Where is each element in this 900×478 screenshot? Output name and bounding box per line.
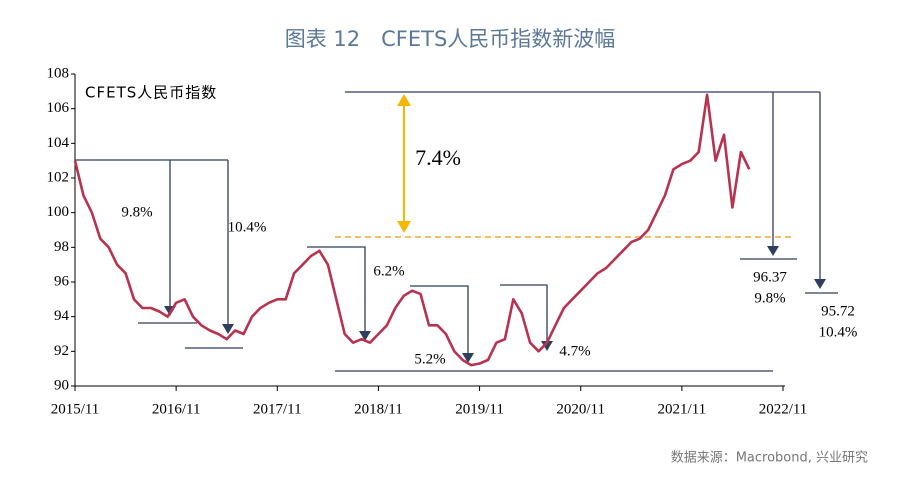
- annotation: 6.2%: [373, 263, 404, 279]
- y-tick-label: 98: [54, 239, 69, 255]
- x-tick-label: 2018/11: [354, 401, 403, 417]
- x-tick-label: 2015/11: [51, 401, 100, 417]
- y-tick-label: 94: [54, 308, 70, 324]
- y-tick-label: 90: [54, 377, 69, 393]
- y-tick-label: 100: [47, 204, 70, 220]
- annotation: 96.37: [753, 269, 787, 285]
- series-label: CFETS人民币指数: [85, 84, 217, 102]
- y-tick-label: 106: [47, 100, 70, 116]
- annotation-lines: [75, 91, 838, 372]
- source: 数据来源：Macrobond, 兴业研究: [671, 451, 868, 466]
- y-tick-label: 104: [47, 135, 70, 151]
- x-tick-label: 2020/11: [556, 401, 605, 417]
- x-tick-label: 2017/11: [253, 401, 302, 417]
- annotation: 5.2%: [414, 351, 445, 367]
- y-tick-label: 108: [47, 65, 70, 81]
- annotation: 10.4%: [228, 219, 267, 235]
- annotation: 95.72: [821, 303, 855, 319]
- x-tick-label: 2021/11: [658, 401, 707, 417]
- y-tick-label: 102: [47, 169, 70, 185]
- x-tick-label: 2022/11: [759, 401, 808, 417]
- annotation: 7.4%: [415, 145, 461, 170]
- x-tick-label: 2016/11: [152, 401, 201, 417]
- annotation: 9.8%: [121, 204, 152, 220]
- line: [73, 93, 751, 367]
- y-tick-label: 96: [54, 273, 70, 289]
- x-tick-label: 2019/11: [455, 401, 504, 417]
- annotation: 9.8%: [754, 290, 785, 306]
- annotation: 4.7%: [559, 343, 590, 359]
- y-tick-label: 92: [54, 343, 69, 359]
- chart-title: 图表 12 CFETS人民币指数新波幅: [285, 27, 616, 51]
- annotation: 10.4%: [819, 324, 858, 340]
